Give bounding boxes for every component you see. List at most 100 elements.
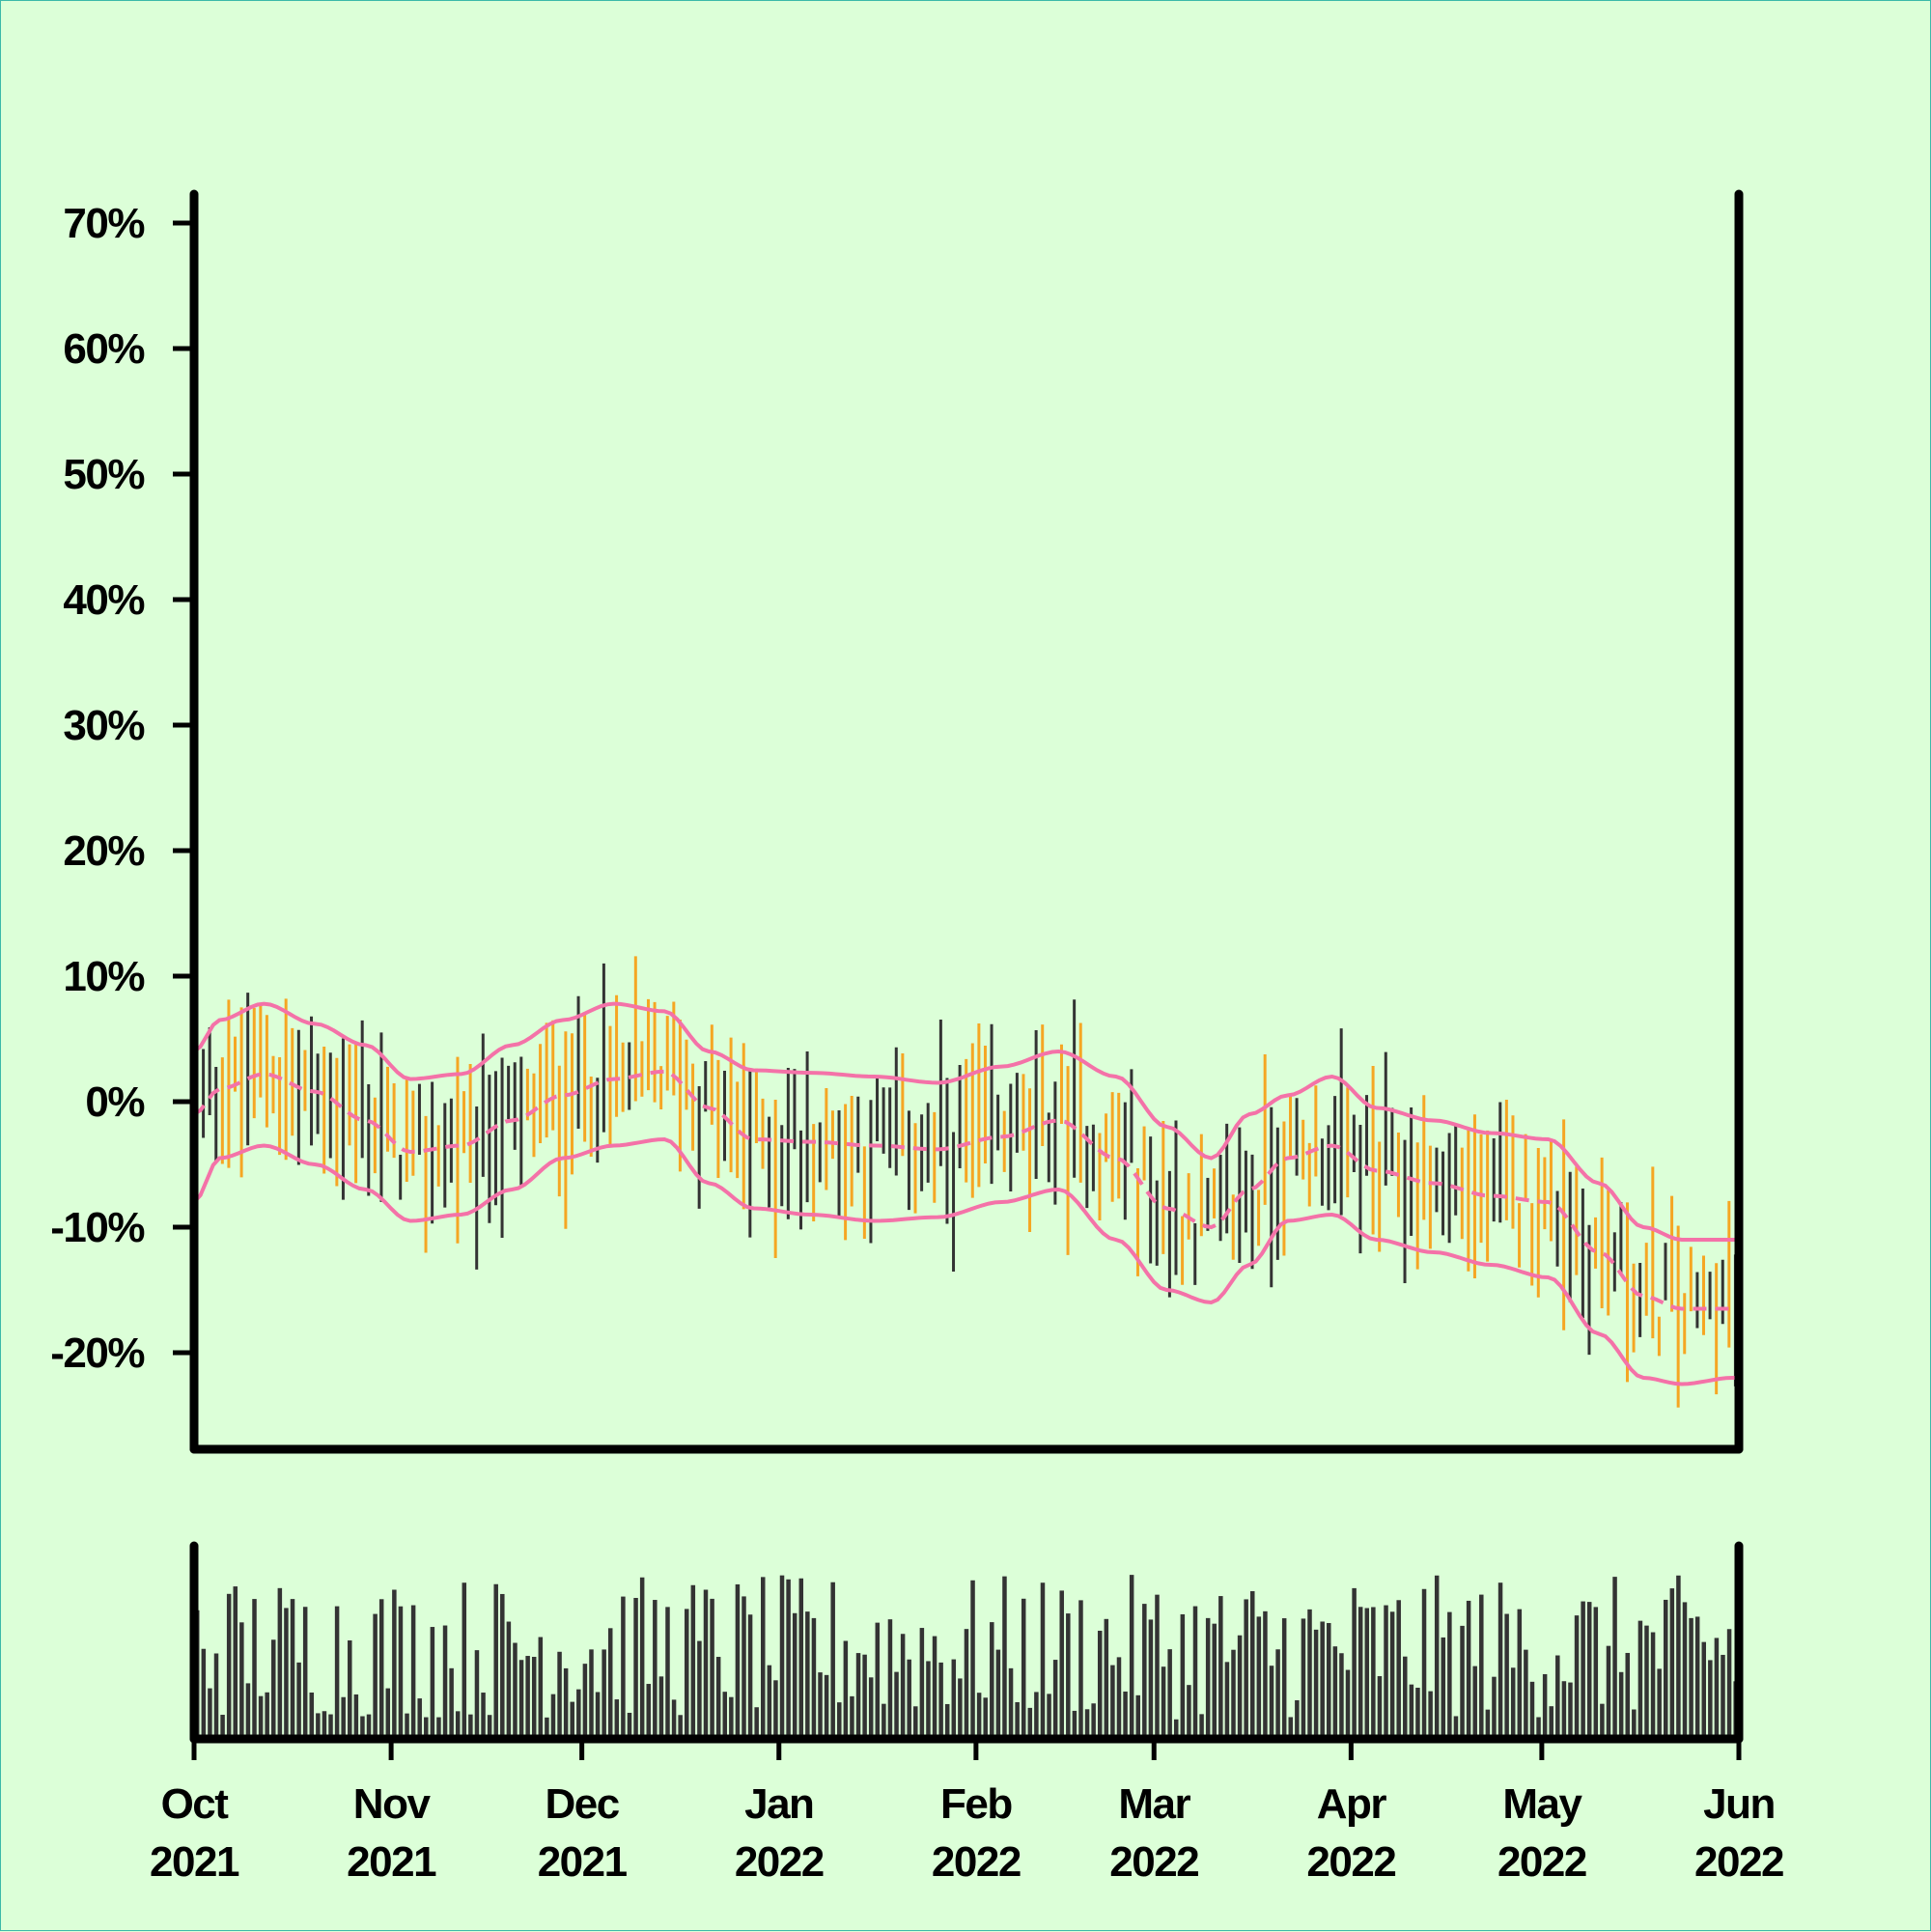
volume-bar: [348, 1640, 352, 1739]
volume-bar: [646, 1684, 651, 1739]
volume-bar: [424, 1717, 429, 1739]
volume-bar: [208, 1688, 212, 1739]
volume-bar: [1212, 1623, 1217, 1739]
volume-bar: [862, 1654, 867, 1739]
volume-bar: [239, 1622, 244, 1739]
volume-bar: [1434, 1575, 1440, 1739]
volume-bar: [837, 1702, 842, 1739]
volume-bar: [1237, 1635, 1243, 1739]
volume-bar: [1155, 1594, 1160, 1739]
volume-bar: [602, 1649, 606, 1739]
volume-bar: [468, 1714, 473, 1739]
volume-bar: [500, 1593, 505, 1739]
volume-bar: [487, 1715, 492, 1739]
volume-bar: [550, 1694, 556, 1739]
volume-bar: [1307, 1609, 1312, 1739]
volume-bar: [1110, 1665, 1115, 1739]
volume-bar: [589, 1649, 594, 1739]
y-tick-label: 0%: [85, 1078, 144, 1126]
y-tick-label: 60%: [63, 325, 144, 373]
x-tick-month-label: Mar: [1118, 1780, 1190, 1828]
x-axis-ticks: Oct 2021 Nov 2021 Dec 2021 Jan 2022 Feb 2022 Mar 20…: [150, 1739, 1784, 1886]
volume-bar: [767, 1665, 772, 1739]
volume-bar: [1384, 1605, 1388, 1739]
volume-bar: [316, 1713, 321, 1739]
volume-bar: [430, 1627, 435, 1739]
x-tick-year-label: 2022: [1694, 1838, 1783, 1886]
volume-bar: [1441, 1637, 1446, 1739]
volume-bar: [595, 1692, 601, 1739]
volume-bar: [455, 1711, 461, 1739]
volume-bar: [506, 1621, 512, 1739]
volume-bar: [779, 1575, 785, 1739]
volume-bar: [1632, 1709, 1637, 1739]
volume-bar: [398, 1606, 404, 1739]
volume-bar: [1581, 1601, 1585, 1739]
volume-bar: [252, 1599, 257, 1739]
y-tick-label: -20%: [50, 1330, 144, 1377]
y-tick-label: 70%: [63, 200, 144, 247]
volume-bar: [1295, 1700, 1300, 1739]
volume-bar: [900, 1634, 906, 1739]
volume-bar: [983, 1697, 988, 1739]
volume-bar: [786, 1579, 791, 1739]
x-tick-month-label: Nov: [353, 1780, 432, 1828]
volume-bar: [665, 1607, 670, 1739]
volume-bar: [1371, 1607, 1376, 1739]
volume-bar: [1320, 1621, 1325, 1739]
volume-bar: [926, 1661, 931, 1739]
volume-bar: [1409, 1684, 1414, 1739]
volume-bar: [290, 1599, 295, 1739]
volume-bar: [1625, 1652, 1630, 1739]
volume-bar: [1066, 1613, 1071, 1739]
volume-bar: [1600, 1703, 1605, 1739]
x-tick-year-label: 2022: [932, 1838, 1021, 1886]
volume-bar: [201, 1648, 207, 1739]
volume-bar: [258, 1695, 264, 1739]
volume-bar: [1574, 1615, 1580, 1739]
volume-bar: [271, 1639, 276, 1739]
volume-bar: [1345, 1669, 1351, 1739]
volume-bar: [1173, 1719, 1179, 1739]
volume-bar: [1199, 1714, 1204, 1739]
volume-bar: [1504, 1613, 1509, 1739]
volume-bar: [309, 1692, 315, 1739]
volume-bar: [850, 1695, 854, 1739]
volume-bar: [1593, 1607, 1599, 1739]
volume-bar: [1689, 1617, 1693, 1739]
volume-bar: [1263, 1610, 1268, 1739]
x-tick-month-label: Oct: [161, 1780, 230, 1828]
x-tick-year-label: 2021: [538, 1838, 628, 1886]
volume-bar: [1536, 1717, 1541, 1739]
band-middle-line: [192, 1069, 1739, 1311]
volume-bar: [951, 1659, 957, 1739]
volume-bar: [990, 1622, 994, 1739]
volume-bar: [722, 1692, 728, 1739]
volume-bar: [576, 1689, 581, 1739]
volume-bar: [1288, 1717, 1294, 1739]
volume-bar: [1524, 1649, 1528, 1739]
volume-bar: [1047, 1694, 1051, 1739]
volume-bar: [1726, 1629, 1732, 1739]
x-tick-month-label: May: [1502, 1780, 1582, 1828]
volume-bar: [882, 1703, 886, 1739]
volume-bar: [1008, 1667, 1014, 1739]
volume-bar: [1352, 1587, 1357, 1739]
volume-bar: [1218, 1596, 1223, 1739]
x-tick-year-label: 2022: [1109, 1838, 1198, 1886]
volume-bar: [818, 1672, 823, 1739]
volume-bar: [1612, 1577, 1617, 1739]
volume-bar: [1479, 1594, 1484, 1739]
volume-bar: [1676, 1575, 1681, 1739]
volume-bar: [545, 1717, 549, 1739]
volume-bar: [1301, 1618, 1306, 1739]
volume-bar: [1669, 1588, 1675, 1739]
axes: [189, 189, 1744, 1744]
volume-bar: [353, 1694, 359, 1739]
volume-bar: [531, 1657, 537, 1739]
volume-bar: [1714, 1638, 1720, 1739]
volume-bar: [1052, 1660, 1058, 1739]
volume-bar: [1104, 1618, 1109, 1739]
volume-bar: [875, 1622, 881, 1739]
y-tick-label: 10%: [63, 953, 144, 1000]
